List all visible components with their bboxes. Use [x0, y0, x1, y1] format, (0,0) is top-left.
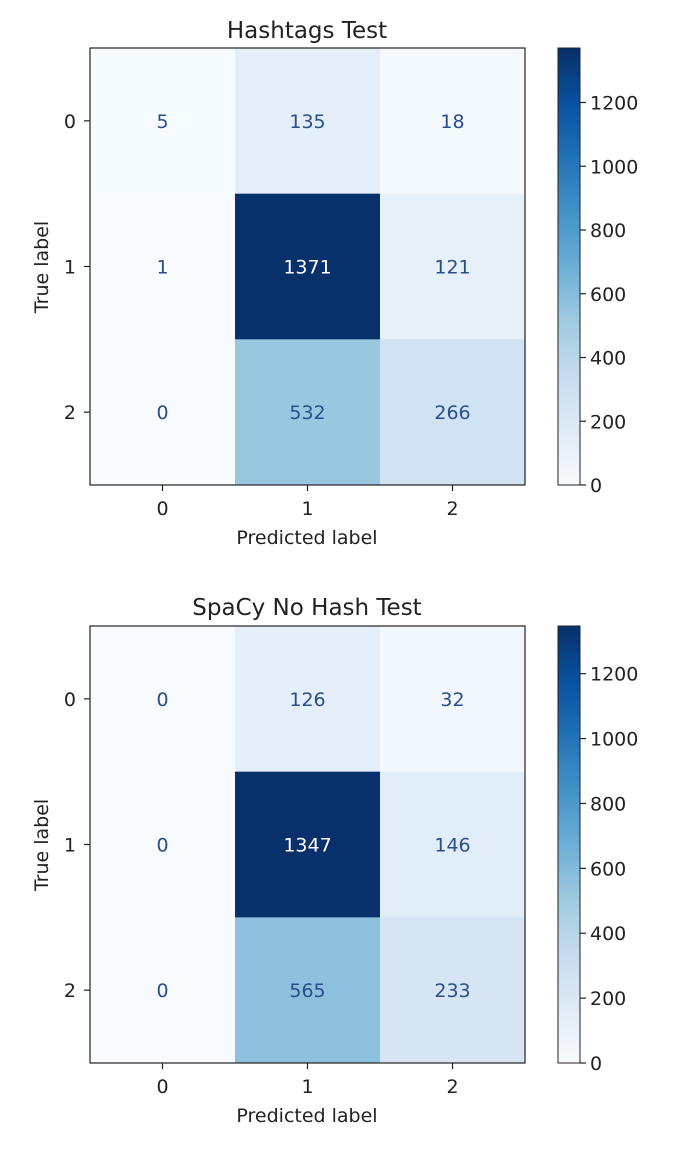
cell-value-label: 1371 [283, 257, 331, 279]
heatmap-cell [235, 917, 381, 1064]
cell-value-label: 0 [156, 835, 168, 857]
heatmap-cell [235, 193, 381, 340]
x-axis-ticks: 0 1 2 [156, 485, 459, 520]
heatmap-cell [90, 626, 236, 773]
cell-value-label: 32 [440, 689, 464, 711]
heatmap-cells: 0 126 32 0 1347 146 0 565 233 [90, 626, 526, 1064]
y-tick-label: 1 [64, 257, 76, 279]
colorbar-tick-label: 1000 [590, 729, 638, 751]
y-axis-label: True label [31, 221, 53, 314]
heatmap-cell [380, 339, 526, 486]
heatmap-cell [380, 626, 526, 773]
heatmap-cell [90, 917, 236, 1064]
cell-value-label: 1 [156, 257, 168, 279]
heatmap-cell [90, 193, 236, 340]
heatmap-cell [90, 339, 236, 486]
colorbar-tick-label: 1200 [590, 664, 638, 686]
y-axis-ticks: 0 1 2 [64, 689, 90, 1002]
confusion-matrix-spacy-no-hash: SpaCy No Hash Test 0 126 32 0 1347 146 0 565 233… [31, 595, 638, 1127]
y-tick-label: 0 [64, 689, 76, 711]
colorbar-tick-label: 800 [590, 220, 626, 242]
colorbar: 0 200 400 600 800 1000 1200 [557, 625, 638, 1075]
y-axis-ticks: 0 1 2 [64, 111, 90, 424]
heatmap-cell [235, 48, 381, 195]
colorbar-tick-label: 0 [590, 1053, 602, 1075]
cell-value-label: 0 [156, 689, 168, 711]
colorbar-gradient [557, 625, 581, 1064]
x-axis-ticks: 0 1 2 [156, 1063, 459, 1098]
x-tick-label: 1 [301, 498, 313, 520]
cell-value-label: 1347 [283, 835, 331, 857]
colorbar-gradient [557, 47, 581, 486]
colorbar-tick-label: 1200 [590, 93, 638, 115]
cell-value-label: 126 [289, 689, 325, 711]
cell-value-label: 135 [289, 111, 325, 133]
cell-value-label: 18 [440, 111, 464, 133]
x-tick-label: 2 [446, 1076, 458, 1098]
cell-value-label: 121 [434, 257, 470, 279]
cell-value-label: 0 [156, 402, 168, 424]
colorbar-tick-label: 600 [590, 284, 626, 306]
heatmap-cell [90, 48, 236, 195]
colorbar-tick-label: 800 [590, 793, 626, 815]
x-tick-label: 0 [156, 1076, 168, 1098]
colorbar-ticks: 0 200 400 600 800 1000 1200 [580, 93, 638, 497]
colorbar-tick-label: 0 [590, 475, 602, 497]
heatmap-cell [380, 48, 526, 195]
heatmap-cell [380, 771, 526, 918]
colorbar-ticks: 0 200 400 600 800 1000 1200 [580, 664, 638, 1075]
cell-value-label: 266 [434, 402, 470, 424]
heatmap-cells: 5 135 18 1 1371 121 0 532 266 [90, 48, 526, 486]
x-tick-label: 1 [301, 1076, 313, 1098]
x-axis-label: Predicted label [236, 1105, 377, 1127]
heatmap-cell [235, 771, 381, 918]
y-tick-label: 2 [64, 980, 76, 1002]
cell-value-label: 565 [289, 980, 325, 1002]
y-tick-label: 0 [64, 111, 76, 133]
colorbar-tick-label: 1000 [590, 156, 638, 178]
heatmap-cell [235, 339, 381, 486]
heatmap-cell [235, 626, 381, 773]
colorbar-tick-label: 200 [590, 411, 626, 433]
x-axis-label: Predicted label [236, 527, 377, 549]
colorbar-tick-label: 600 [590, 858, 626, 880]
cell-value-label: 0 [156, 980, 168, 1002]
cell-value-label: 233 [434, 980, 470, 1002]
colorbar-tick-label: 400 [590, 923, 626, 945]
chart-title: Hashtags Test [227, 18, 387, 44]
heatmap-cell [380, 193, 526, 340]
cell-value-label: 532 [289, 402, 325, 424]
colorbar: 0 200 400 600 800 1000 1200 [557, 47, 638, 497]
colorbar-tick-label: 200 [590, 988, 626, 1010]
x-tick-label: 2 [446, 498, 458, 520]
y-tick-label: 1 [64, 835, 76, 857]
colorbar-tick-label: 400 [590, 348, 626, 370]
x-tick-label: 0 [156, 498, 168, 520]
chart-title: SpaCy No Hash Test [192, 595, 421, 621]
cell-value-label: 5 [156, 111, 168, 133]
cell-value-label: 146 [434, 835, 470, 857]
heatmap-cell [90, 771, 236, 918]
y-axis-label: True label [31, 799, 53, 892]
heatmap-cell [380, 917, 526, 1064]
y-tick-label: 2 [64, 402, 76, 424]
